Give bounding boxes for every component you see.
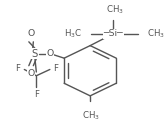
- Text: ─Si─: ─Si─: [104, 29, 123, 38]
- Text: F: F: [54, 64, 59, 73]
- Text: O: O: [46, 49, 53, 58]
- Text: S: S: [32, 49, 38, 59]
- Text: CH$_3$: CH$_3$: [82, 110, 100, 122]
- Text: F: F: [16, 64, 21, 73]
- Text: O: O: [27, 69, 35, 78]
- Text: O: O: [27, 29, 35, 38]
- Text: H$_3$C: H$_3$C: [64, 27, 82, 40]
- Text: F: F: [34, 90, 39, 99]
- Text: CH$_3$: CH$_3$: [106, 4, 124, 16]
- Text: CH$_3$: CH$_3$: [147, 27, 165, 40]
